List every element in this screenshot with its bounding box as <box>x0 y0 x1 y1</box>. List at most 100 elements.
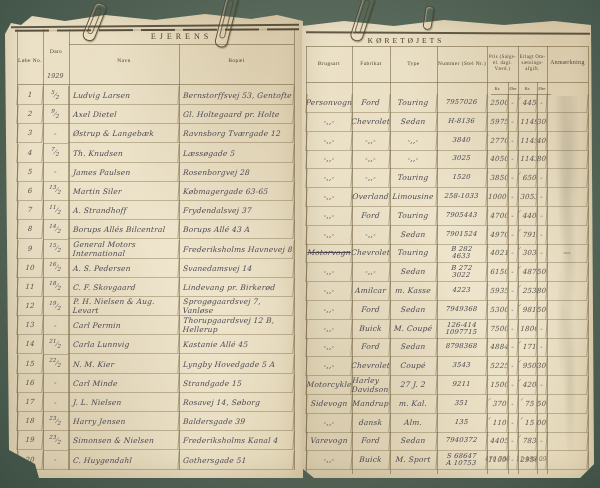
cell-type: Touring <box>389 244 438 264</box>
cell-bopael: Frydendalsvej 37 <box>178 201 295 221</box>
cell-type: Sedan <box>389 112 438 132</box>
dato-value: 7⁄2 <box>51 147 60 159</box>
col-header-afgift: Erlagt Om- sætnings- afgift. <box>519 55 546 72</box>
check-mark-icon: ✓ <box>517 265 523 272</box>
cell-fabrikat: Buick <box>351 319 391 339</box>
check-mark-icon: ✓ <box>486 227 490 234</box>
cell-pris-kr: ✓ 5935 <box>486 281 509 301</box>
cell-brugsart: -,,- <box>305 281 353 301</box>
cell-afgift-kr: ✓ 1145 <box>517 131 538 151</box>
col-line <box>547 46 548 474</box>
cell-bopael: Thorupgaardsvej 12 B, Hellerup <box>178 316 295 336</box>
table-row: 9 15⁄2 General Motors International Frederi… <box>16 239 295 259</box>
cell-navn: Martin Siler <box>68 181 180 202</box>
cell-bopael: Gothersgade 51 <box>178 450 295 470</box>
cell-loebenr: 10 <box>16 258 44 278</box>
cell-pris-kr: ✓ 3850 <box>486 169 509 188</box>
cell-dato: 5⁄2 <box>43 86 69 106</box>
cell-type: -,,- <box>389 150 438 170</box>
cell-loebenr: 7 <box>16 201 44 221</box>
cell-afgift-kr: ✓ 1149 <box>517 112 538 132</box>
cell-nummer: 7901524 <box>436 225 488 245</box>
col-header-dato: Dato <box>49 48 63 55</box>
cell-navn: Borups Allés Bilcentral <box>68 220 180 240</box>
col-header-bopael: Bopæl <box>228 57 245 64</box>
cell-brugsart: -,,- <box>305 413 353 433</box>
cell-bopael: Kastanie Allé 45 <box>178 335 295 355</box>
cell-fabrikat: Buick <box>351 451 391 470</box>
table-row: 8 14⁄2 Borups Allés Bilcentral Borups Allé … <box>16 220 295 240</box>
table-row: -,,- -,,- Sedan B 272 3022 ✓ 6150- ✓ 487 50 <box>305 263 589 282</box>
cell-anmaerkning <box>546 281 589 301</box>
cell-bopael: Borups Allé 43 A <box>178 220 295 240</box>
cell-afgift-kr: ✓ 791 <box>517 225 538 245</box>
subheader-oere: Øre <box>538 85 546 91</box>
cell-loebenr: 9 <box>16 239 44 259</box>
cell-dato: - <box>43 393 69 413</box>
table-right-border <box>588 46 589 474</box>
table-row: 10 16⁄2 A. S. Pedersen Svanedamsvej 14 <box>16 258 295 278</box>
table-row: 11 18⁄2 C. F. Skovgaard Lindevang pr. Birke… <box>16 277 295 298</box>
cell-anmaerkning <box>546 375 589 395</box>
dato-value: 13⁄2 <box>49 185 62 197</box>
table-left-border <box>17 29 18 470</box>
cell-bopael: Baldersgade 39 <box>178 412 295 432</box>
table-row: 20- C. Huygendahl Gothersgade 51 <box>16 450 295 470</box>
cell-dato: 13⁄2 <box>43 181 69 202</box>
table-left-border <box>306 46 307 474</box>
cell-brugsart: -,,- <box>305 300 353 320</box>
table-row: 5- James Paulsen Rosenborgvej 28 <box>16 162 295 182</box>
cell-anmaerkning: — <box>546 244 589 264</box>
cell-type: Limousine <box>389 187 438 207</box>
cell-bopael: Frederiksholms Havnevej 8 <box>178 239 295 259</box>
cell-nummer: 351 <box>436 394 488 414</box>
check-mark-icon: ✓ <box>486 283 490 290</box>
cell-dato: 18⁄2 <box>43 277 69 298</box>
cell-anmaerkning <box>546 112 589 132</box>
cell-navn: Østrup & Langebæk <box>68 124 180 144</box>
cell-navn: General Motors International <box>68 239 180 259</box>
cell-dato: 14⁄2 <box>43 220 69 240</box>
table-row: Motorcykle Harley Davidson 27 J. 2 9211 ✓ 150… <box>305 375 589 395</box>
cell-brugsart: Varevogn <box>305 432 353 452</box>
check-mark-icon: ✓ <box>486 340 490 347</box>
cell-nummer: 3543 <box>436 357 488 376</box>
left-rows: 1 5⁄2 Ludvig Larsen Bernstorffsvej 53, Gent… <box>16 86 295 470</box>
title-underline <box>306 46 588 47</box>
dato-value: 5⁄2 <box>51 89 60 101</box>
col-header-navn: Navn <box>117 57 131 64</box>
cell-afgift-kr: ✓ 171 <box>517 338 538 358</box>
cell-loebenr: 15 <box>16 354 44 374</box>
cell-anmaerkning <box>546 206 589 226</box>
table-row: -,,-OverlandLimousine258-1033✓10000-✓305… <box>305 187 589 207</box>
cell-brugsart: -,,- <box>305 357 353 376</box>
cell-navn: A. Strandhoff <box>68 201 180 221</box>
cell-afgift-kr: ✓ 420 <box>517 375 538 395</box>
cell-anmaerkning <box>546 225 589 245</box>
cell-nummer: 9211 <box>436 375 488 395</box>
cell-navn: James Paulsen <box>68 162 180 182</box>
cell-afgift-kr: ✓ 950 <box>517 357 538 376</box>
cell-anmaerkning <box>546 319 589 339</box>
table-row: Personvogn Ford Touring 7957026 ✓ 2500- ✓ 445- <box>305 94 589 113</box>
check-mark-icon: ✓ <box>486 95 490 102</box>
cell-navn: C. Huygendahl <box>68 450 180 470</box>
table-row: 14 21⁄2 Carla Lunnvig Kastanie Allé 45 <box>16 335 295 355</box>
check-mark-icon: ✓ <box>487 396 493 403</box>
cell-nummer: 7949368 <box>436 300 488 320</box>
cell-pris-kr: ✓ 4970 <box>486 225 509 245</box>
table-row: -,,- Chevrolet Sedan H-8136 ✓ 5975- ✓ 1149 30 <box>305 112 589 132</box>
cell-type: Touring <box>389 169 438 188</box>
cell-dato: 9⁄2 <box>43 105 69 125</box>
cell-navn: Axel Dietel <box>68 105 180 125</box>
cell-fabrikat: -,,- <box>351 131 391 151</box>
dato-value: - <box>53 397 58 407</box>
cell-brugsart: -,,- <box>305 169 353 188</box>
dato-value: 16⁄2 <box>49 262 62 274</box>
cell-loebenr: 2 <box>16 105 44 125</box>
dato-value: 19⁄2 <box>49 300 62 312</box>
cell-anmaerkning <box>546 131 589 151</box>
cell-brugsart: -,,- <box>305 112 353 132</box>
cell-fabrikat: dansk <box>351 413 391 433</box>
